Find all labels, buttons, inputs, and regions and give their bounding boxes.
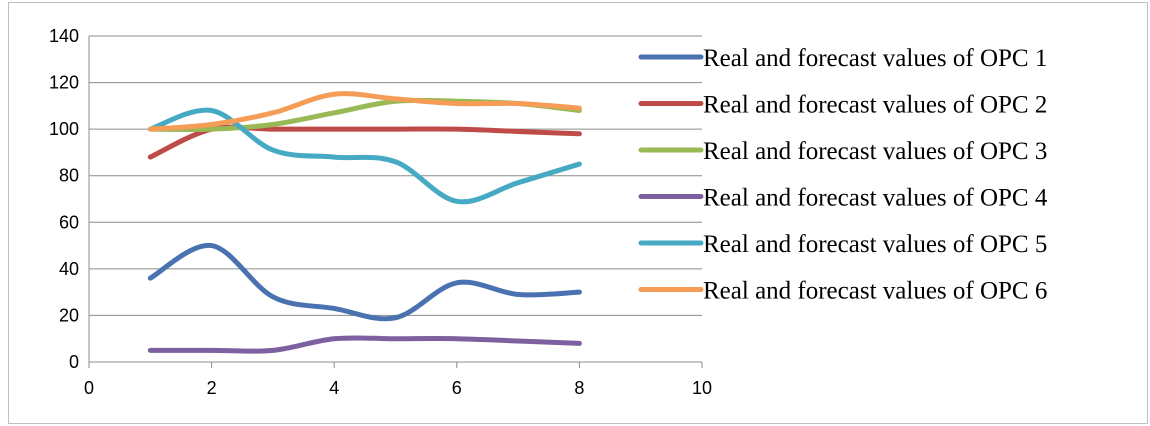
- line-chart: 0 20 40 60 80 100 120 140 0 2 4 6 8 10 Real and forec…: [49, 26, 1048, 398]
- y-tick-label-20: 20: [59, 305, 79, 325]
- series-line-opc-1: [147, 243, 582, 322]
- y-tick-label-40: 40: [59, 259, 79, 279]
- x-tick-label-0: 0: [84, 378, 94, 398]
- x-tick-label-4: 4: [329, 378, 339, 398]
- legend-label-opc-6: Real and forecast values of OPC 6: [703, 278, 1047, 305]
- y-tick-label-120: 120: [49, 73, 79, 93]
- x-tick-label-8: 8: [574, 378, 584, 398]
- series-line-opc-4: [147, 335, 582, 354]
- y-tick-label-80: 80: [59, 166, 79, 186]
- legend-label-opc-2: Real and forecast values of OPC 2: [703, 92, 1047, 119]
- chart-frame: 0 20 40 60 80 100 120 140 0 2 4 6 8 10 Real and forec…: [8, 2, 1148, 424]
- axes: [88, 36, 703, 368]
- series-lines: [147, 91, 582, 354]
- legend-label-opc-4: Real and forecast values of OPC 4: [703, 185, 1048, 212]
- series-line-opc-5: [147, 107, 582, 205]
- y-tick-label-100: 100: [49, 119, 79, 139]
- series-line-opc-6: [147, 91, 582, 132]
- x-tick-label-6: 6: [452, 378, 462, 398]
- y-tick-label-60: 60: [59, 212, 79, 232]
- gridlines: [89, 35, 702, 316]
- tick-labels: 0 20 40 60 80 100 120 140 0 2 4 6 8 10: [49, 26, 712, 398]
- legend-label-opc-1: Real and forecast values of OPC 1: [703, 45, 1047, 72]
- x-tick-label-10: 10: [692, 378, 712, 398]
- y-tick-label-0: 0: [69, 352, 79, 372]
- y-tick-label-140: 140: [49, 26, 79, 46]
- legend-label-opc-3: Real and forecast values of OPC 3: [703, 138, 1047, 165]
- series-line-opc-2: [147, 124, 582, 160]
- legend-label-opc-5: Real and forecast values of OPC 5: [703, 231, 1047, 258]
- x-tick-label-2: 2: [207, 378, 217, 398]
- legend: Real and forecast values of OPC 1 Real an…: [638, 45, 1048, 305]
